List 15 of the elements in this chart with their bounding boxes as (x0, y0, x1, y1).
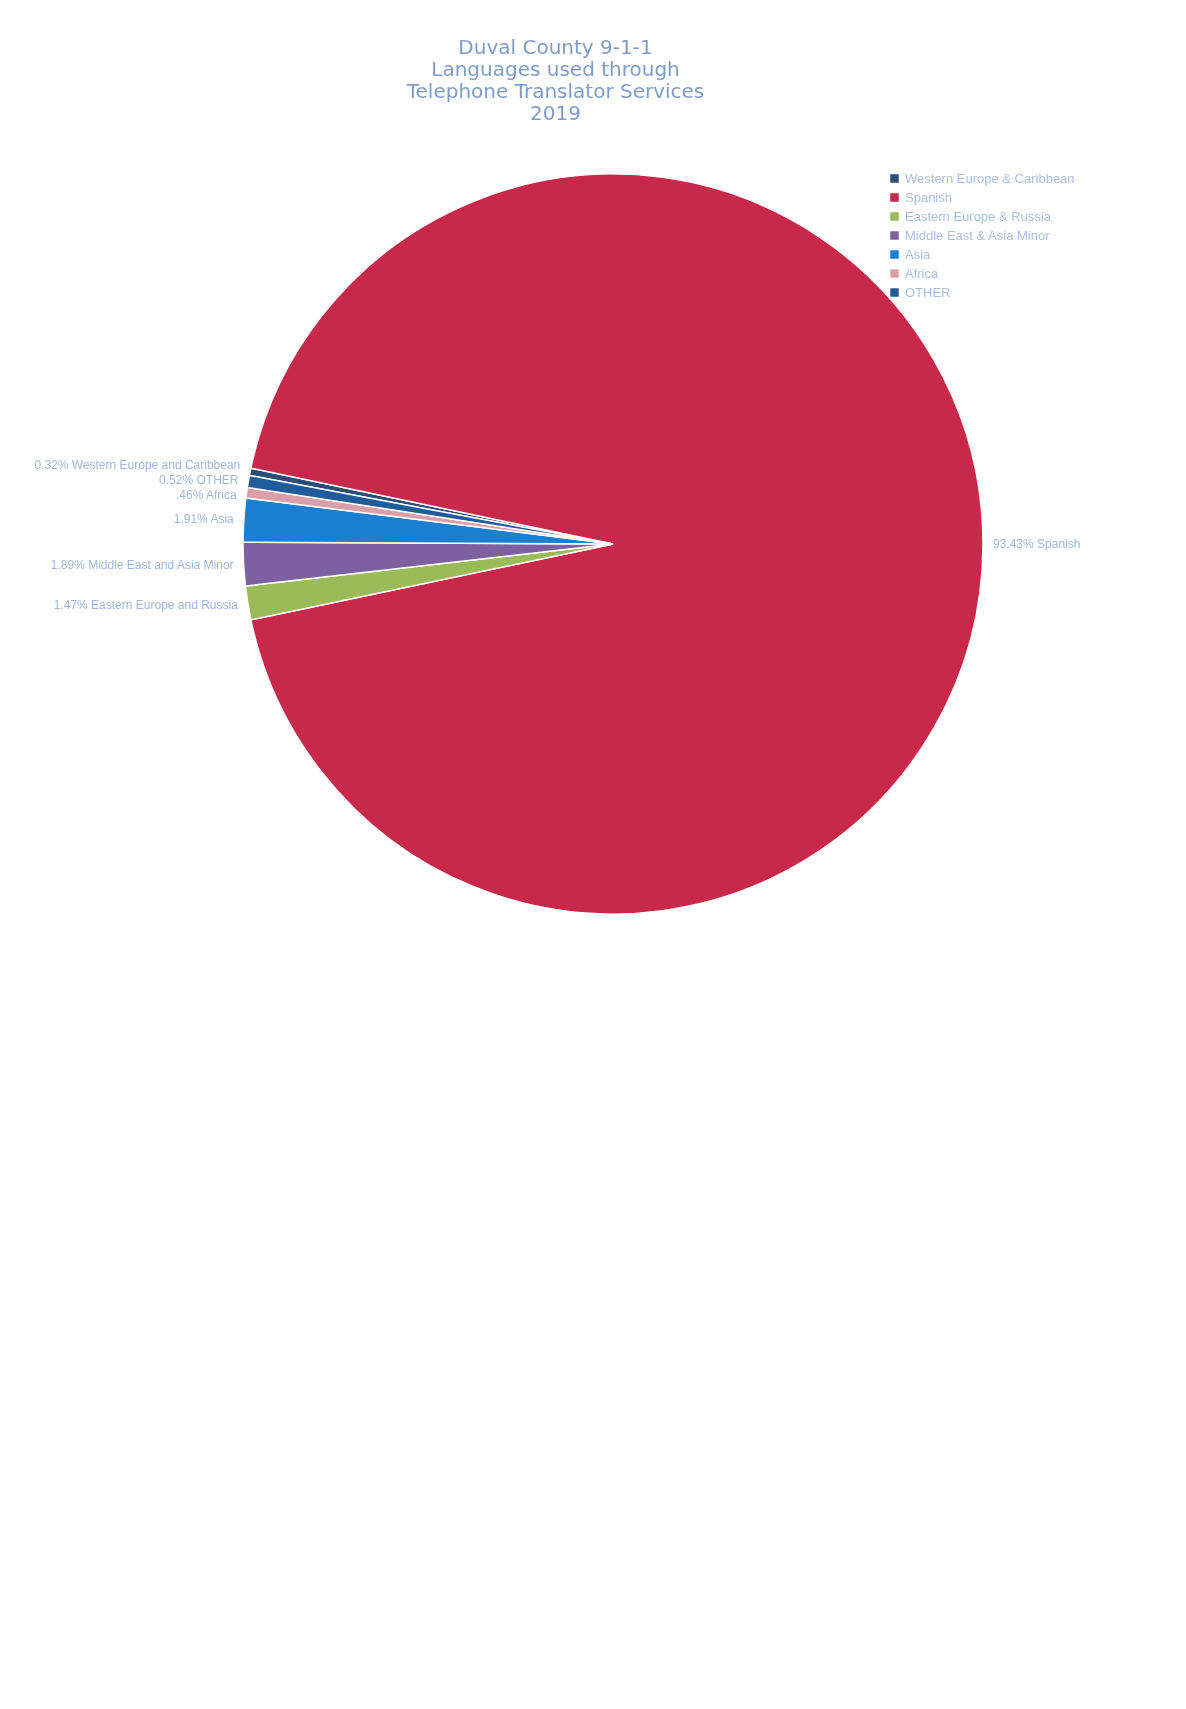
data-label: .46% Africa (175, 488, 237, 503)
data-label: 93.43% Spanish (993, 537, 1081, 551)
legend-label: Africa (905, 265, 939, 281)
legend-label: Eastern Europe & Russia (905, 208, 1052, 224)
chart-title: Duval County 9-1-1 Languages used through Telephone Translator Services 2019 (405, 35, 705, 125)
data-label: 1.91% Asia (173, 512, 235, 527)
legend-label: Middle East & Asia Minor (905, 227, 1051, 243)
legend-label: OTHER (905, 284, 951, 300)
data-label: 1.47% Eastern Europe and Russia (53, 597, 239, 612)
legend-label: Asia (905, 246, 932, 262)
data-label: 0.52% OTHER (159, 473, 239, 488)
data-label: 0.32% Western Europe and Caribbean (34, 458, 241, 473)
legend-label: Western Europe & Caribbean (905, 170, 1075, 186)
data-label: 1.89% Middle East and Asia Minor (50, 557, 234, 572)
legend-label: Spanish (905, 189, 952, 205)
